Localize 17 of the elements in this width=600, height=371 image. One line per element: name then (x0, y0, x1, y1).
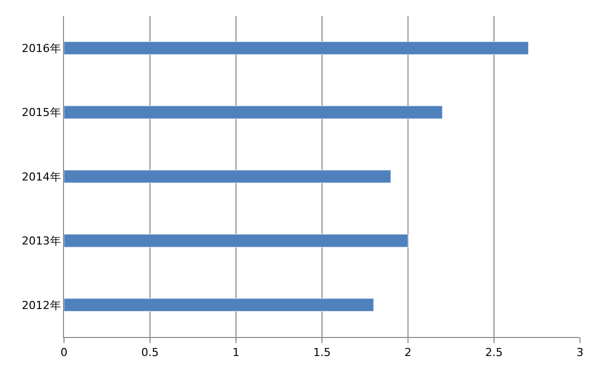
y-tick-label: 2014年 (22, 170, 61, 184)
x-tick-label: 1 (232, 346, 240, 360)
x-tick-label: 2.5 (485, 346, 503, 360)
x-tick-label: 0 (60, 346, 68, 360)
x-tick-label: 1.5 (313, 346, 331, 360)
bar (64, 170, 392, 184)
x-tick-label: 0.5 (141, 346, 159, 360)
y-tick-label: 2012年 (22, 298, 61, 312)
y-tick-label: 2013年 (22, 234, 61, 248)
bar (64, 106, 443, 119)
y-tick-label: 2015年 (22, 106, 61, 120)
x-tick-label: 3 (576, 346, 584, 360)
x-tick-label: 2 (404, 346, 412, 360)
y-tick-label: 2016年 (22, 42, 61, 55)
bar (64, 234, 408, 248)
bar (64, 298, 374, 312)
bar (64, 41, 529, 55)
